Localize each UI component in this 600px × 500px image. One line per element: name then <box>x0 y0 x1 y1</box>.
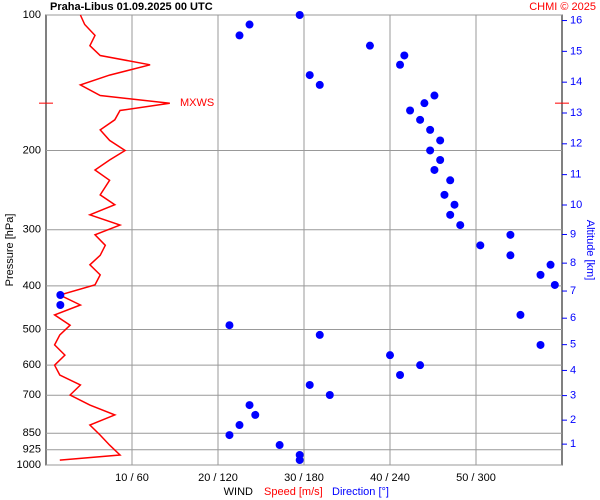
x-tick-label: 20 / 120 <box>198 472 238 484</box>
y2-tick-label: 3 <box>570 390 576 402</box>
y2-tick-label: 5 <box>570 339 576 351</box>
y2-tick-label: 10 <box>570 199 582 211</box>
x-tick-label: 10 / 60 <box>115 472 149 484</box>
y2-tick-label: 8 <box>570 257 576 269</box>
y2-tick-label: 6 <box>570 312 576 324</box>
direction-dot <box>436 155 445 164</box>
direction-dot <box>251 410 260 419</box>
y-tick-label: 400 <box>23 280 41 292</box>
y-tick-label: 500 <box>23 323 41 335</box>
legend-speed: Speed [m/s] <box>264 486 323 498</box>
direction-dot <box>400 51 409 60</box>
direction-dot <box>430 165 439 174</box>
direction-dot <box>245 401 254 410</box>
y2-tick-label: 1 <box>570 438 576 450</box>
y-axis-title: Pressure [hPa] <box>4 214 16 287</box>
direction-dot <box>396 371 405 380</box>
direction-dot <box>275 441 284 450</box>
direction-dot <box>56 300 65 309</box>
direction-dot <box>365 41 374 50</box>
y-tick-label: 200 <box>23 144 41 156</box>
direction-dot <box>536 340 545 349</box>
x-tick-label: 50 / 300 <box>456 472 496 484</box>
direction-dot <box>446 176 455 185</box>
direction-dot <box>315 80 324 89</box>
direction-dot <box>426 125 435 134</box>
y-tick-label: 850 <box>23 427 41 439</box>
x-tick-label: 40 / 240 <box>370 472 410 484</box>
direction-dot <box>235 31 244 40</box>
y-tick-label: 600 <box>23 359 41 371</box>
direction-dot <box>305 71 314 80</box>
mxws-label: MXWS <box>180 97 214 109</box>
direction-dot <box>396 60 405 69</box>
direction-dot <box>440 190 449 199</box>
y2-tick-label: 13 <box>570 107 582 119</box>
x-axis-title: WIND <box>224 486 253 498</box>
y2-axis-title: Altitude [km] <box>584 220 596 281</box>
direction-dot <box>416 115 425 124</box>
y2-tick-label: 4 <box>570 364 576 376</box>
y2-tick-label: 9 <box>570 228 576 240</box>
direction-dot <box>446 210 455 219</box>
direction-dot <box>550 280 559 289</box>
direction-dot <box>386 351 394 360</box>
x-tick-label: 30 / 180 <box>284 472 324 484</box>
y-tick-label: 1000 <box>17 459 41 471</box>
direction-dot <box>235 421 244 430</box>
credit: CHMI © 2025 <box>529 1 596 13</box>
direction-dot <box>456 221 465 230</box>
y-tick-label: 925 <box>23 444 41 456</box>
direction-dot <box>476 241 485 250</box>
direction-dot <box>426 146 435 155</box>
direction-dot <box>506 230 515 239</box>
y2-tick-label: 15 <box>570 45 582 57</box>
y-tick-label: 300 <box>23 224 41 236</box>
legend-direction: Direction [°] <box>332 486 389 498</box>
direction-dot <box>506 251 515 260</box>
direction-dot <box>416 361 425 370</box>
speed-line <box>52 14 170 461</box>
direction-dot <box>450 200 459 209</box>
direction-dot <box>225 321 234 330</box>
y2-tick-label: 12 <box>570 138 582 150</box>
direction-dot <box>406 106 415 115</box>
direction-dot <box>430 91 439 100</box>
direction-dot <box>295 11 304 19</box>
direction-dot <box>420 99 429 108</box>
direction-dot <box>536 270 545 279</box>
direction-dot <box>325 391 334 400</box>
direction-dot <box>305 380 314 389</box>
y2-tick-label: 11 <box>570 169 581 181</box>
direction-dot <box>295 456 304 465</box>
y-tick-label: 700 <box>23 389 41 401</box>
y2-tick-label: 14 <box>570 76 582 88</box>
direction-dot <box>516 310 525 319</box>
direction-dot <box>245 20 254 29</box>
direction-dot <box>436 136 445 145</box>
y2-tick-label: 2 <box>570 414 576 426</box>
y-tick-label: 100 <box>23 9 41 21</box>
direction-dot <box>225 431 234 440</box>
y2-tick-label: 7 <box>570 285 576 297</box>
chart-title: Praha-Libus 01.09.2025 00 UTC <box>50 1 213 13</box>
direction-dot <box>315 330 324 339</box>
y2-tick-label: 16 <box>570 14 582 26</box>
direction-dot <box>546 260 555 269</box>
direction-dot <box>56 290 65 299</box>
